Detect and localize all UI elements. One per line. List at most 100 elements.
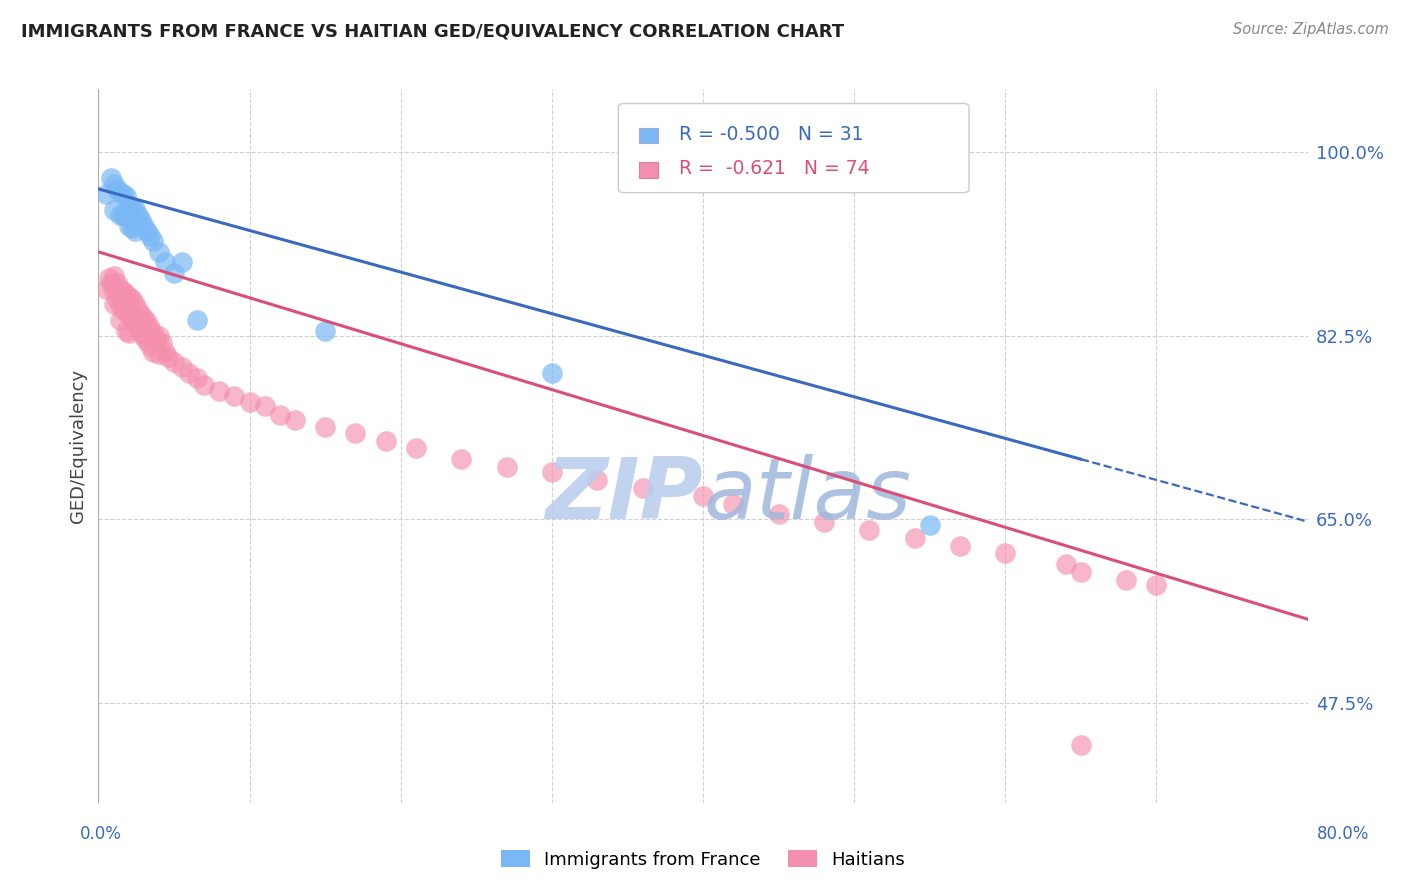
Point	[1054, 557, 1077, 571]
Legend: Immigrants from France, Haitians: Immigrants from France, Haitians	[494, 843, 912, 876]
Point	[1070, 738, 1092, 752]
Point	[163, 266, 186, 280]
Point	[405, 441, 427, 455]
Point	[139, 229, 162, 244]
Point	[153, 255, 176, 269]
Point	[148, 346, 170, 360]
Point	[135, 334, 157, 348]
Point	[103, 177, 125, 191]
Point	[114, 211, 136, 225]
Point	[103, 284, 125, 298]
Point	[129, 308, 152, 322]
Text: IMMIGRANTS FROM FRANCE VS HAITIAN GED/EQUIVALENCY CORRELATION CHART: IMMIGRANTS FROM FRANCE VS HAITIAN GED/EQ…	[21, 22, 844, 40]
Point	[105, 292, 128, 306]
Point	[135, 315, 157, 329]
FancyBboxPatch shape	[638, 162, 658, 178]
Point	[105, 182, 128, 196]
Point	[118, 197, 141, 211]
Point	[114, 324, 136, 338]
Point	[124, 202, 146, 216]
Point	[111, 208, 134, 222]
Point	[103, 268, 125, 283]
Point	[450, 451, 472, 466]
Point	[114, 286, 136, 301]
Point	[284, 413, 307, 427]
Point	[129, 326, 152, 340]
Point	[186, 313, 208, 327]
Point	[723, 497, 745, 511]
Point	[111, 284, 134, 298]
Point	[124, 315, 146, 329]
Point	[253, 399, 276, 413]
Point	[132, 310, 155, 325]
Point	[586, 473, 609, 487]
Point	[314, 420, 336, 434]
Point	[108, 185, 131, 199]
Point	[127, 208, 149, 222]
FancyBboxPatch shape	[619, 103, 969, 193]
Point	[94, 187, 117, 202]
Point	[118, 219, 141, 233]
Point	[114, 304, 136, 318]
Point	[118, 290, 141, 304]
Point	[124, 297, 146, 311]
Point	[314, 324, 336, 338]
Point	[163, 355, 186, 369]
Point	[139, 321, 162, 335]
Point	[344, 426, 367, 441]
Point	[103, 202, 125, 217]
Text: R =  -0.621   N = 74: R = -0.621 N = 74	[679, 159, 869, 178]
Point	[105, 277, 128, 291]
Point	[374, 434, 396, 448]
Point	[540, 465, 562, 479]
Point	[94, 282, 117, 296]
Point	[858, 523, 880, 537]
Point	[121, 200, 143, 214]
Point	[108, 282, 131, 296]
Point	[127, 302, 149, 317]
Point	[768, 507, 790, 521]
Point	[142, 344, 165, 359]
Point	[224, 389, 246, 403]
Point	[135, 224, 157, 238]
Text: ZIP: ZIP	[546, 454, 703, 538]
Point	[132, 330, 155, 344]
Text: 0.0%: 0.0%	[80, 825, 122, 843]
Point	[949, 539, 972, 553]
Text: Source: ZipAtlas.com: Source: ZipAtlas.com	[1233, 22, 1389, 37]
Point	[186, 371, 208, 385]
Point	[193, 378, 215, 392]
Point	[153, 344, 176, 359]
Point	[108, 297, 131, 311]
Point	[132, 219, 155, 233]
Point	[813, 515, 835, 529]
Point	[994, 546, 1017, 560]
Point	[631, 481, 654, 495]
Point	[103, 297, 125, 311]
Point	[142, 235, 165, 249]
FancyBboxPatch shape	[638, 128, 658, 144]
Point	[121, 220, 143, 235]
Point	[170, 360, 193, 375]
Point	[114, 189, 136, 203]
Point	[108, 208, 131, 222]
Point	[108, 313, 131, 327]
Point	[150, 336, 173, 351]
Point	[1115, 574, 1137, 588]
Point	[139, 339, 162, 353]
Point	[145, 332, 167, 346]
Point	[1144, 577, 1167, 591]
Text: atlas: atlas	[703, 454, 911, 538]
Point	[540, 366, 562, 380]
Point	[129, 213, 152, 227]
Point	[127, 321, 149, 335]
Point	[904, 532, 927, 546]
Point	[495, 460, 517, 475]
Point	[121, 310, 143, 325]
Point	[100, 171, 122, 186]
Point	[1070, 565, 1092, 579]
Point	[111, 302, 134, 317]
Y-axis label: GED/Equivalency: GED/Equivalency	[69, 369, 87, 523]
Point	[100, 277, 122, 291]
Point	[208, 384, 231, 399]
